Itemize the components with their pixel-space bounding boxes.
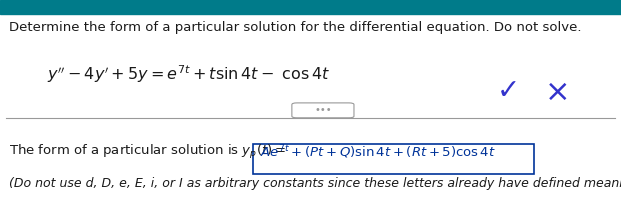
Text: The form of a particular solution is $y_p(t) = $: The form of a particular solution is $y_… xyxy=(9,143,286,161)
Text: •••: ••• xyxy=(314,105,332,116)
FancyBboxPatch shape xyxy=(292,103,354,118)
Text: $Ae^{7t} + (Pt + Q)\sin 4t + (Rt + 5)\cos 4t$: $Ae^{7t} + (Pt + Q)\sin 4t + (Rt + 5)\co… xyxy=(260,144,496,161)
Text: $\times$: $\times$ xyxy=(544,78,568,107)
Text: $y'' - 4y' + 5y = e^{7t} + t\sin 4t - \ \cos 4t$: $y'' - 4y' + 5y = e^{7t} + t\sin 4t - \ … xyxy=(47,63,330,85)
Text: $\checkmark$: $\checkmark$ xyxy=(496,75,517,103)
FancyBboxPatch shape xyxy=(253,144,534,174)
Text: Determine the form of a particular solution for the differential equation. Do no: Determine the form of a particular solut… xyxy=(9,21,582,34)
Bar xyxy=(0,0,621,14)
Text: (Do not use d, D, e, E, i, or I as arbitrary constants since these letters alrea: (Do not use d, D, e, E, i, or I as arbit… xyxy=(9,177,621,190)
